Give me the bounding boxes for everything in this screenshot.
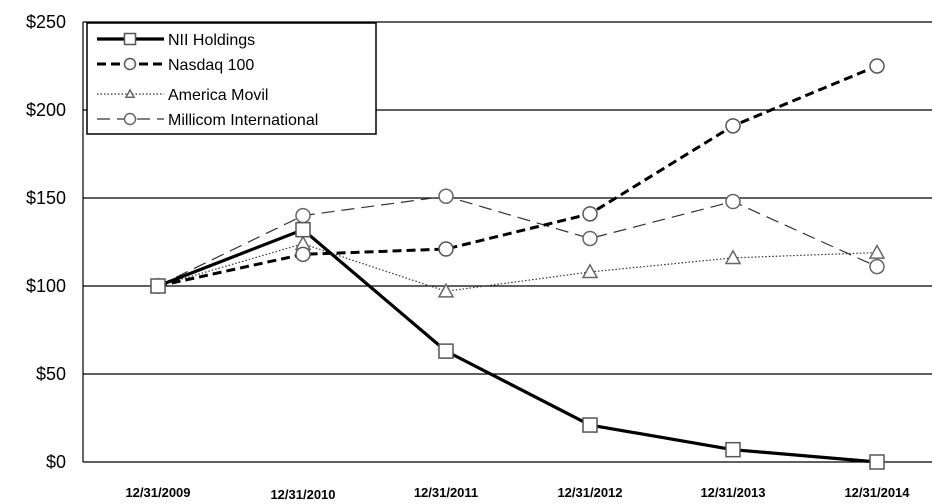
data-point [869,58,885,74]
x-tick-label: 12/31/2014 [844,485,910,500]
data-point [438,343,454,359]
x-tick-label: 12/31/2012 [557,485,622,500]
x-axis-tick-labels: 12/31/2009 12/31/2010 12/31/2011 12/31/2012… [125,485,910,502]
legend-marker [123,57,137,71]
y-tick-label: $150 [26,188,66,208]
data-point [725,118,741,134]
data-point [437,282,455,298]
y-tick-label: $250 [26,12,66,32]
legend-marker [123,112,137,126]
legend-marker [124,88,136,98]
data-point [581,263,599,279]
x-tick-label: 12/31/2010 [270,487,335,502]
data-point [582,230,598,247]
legend: NII Holdings Nasdaq 100 America Movil Milli… [86,22,377,135]
legend-marker [123,32,137,46]
data-point [295,246,311,263]
y-tick-label: $50 [36,364,66,384]
series-millicom-international [150,188,885,294]
data-point [725,193,741,210]
y-tick-label: $200 [26,100,66,120]
legend-label: Millicom International [168,112,318,129]
series-line [157,195,878,287]
data-point [295,221,311,238]
legend-item: Nasdaq 100 [97,57,254,74]
data-point [725,441,741,458]
series-nii-holdings [150,221,885,470]
legend-label: NII Holdings [168,32,255,49]
y-tick-label: $0 [46,452,66,472]
series-line [157,64,878,288]
series-line [157,243,878,292]
legend-item: NII Holdings [97,32,255,49]
legend-item: Millicom International [97,112,318,129]
legend-label: America Movil [168,87,268,104]
data-point [295,207,311,224]
series-line [157,228,878,464]
data-point [869,258,885,275]
data-point [438,188,454,204]
data-point [869,454,885,470]
series-lines [149,58,886,470]
x-tick-label: 12/31/2013 [700,485,765,500]
data-point [724,249,742,265]
data-point [438,241,454,257]
y-tick-label: $100 [26,276,66,296]
data-point [582,206,598,222]
data-point [582,417,598,433]
legend-item: America Movil [97,87,268,104]
data-point [150,278,166,294]
y-axis-tick-labels: $0 $50 $100 $150 $200 $250 [26,12,66,472]
legend-label: Nasdaq 100 [168,57,254,74]
x-tick-label: 12/31/2011 [414,485,478,500]
x-tick-label: 12/31/2009 [125,485,190,500]
data-point [868,244,886,259]
